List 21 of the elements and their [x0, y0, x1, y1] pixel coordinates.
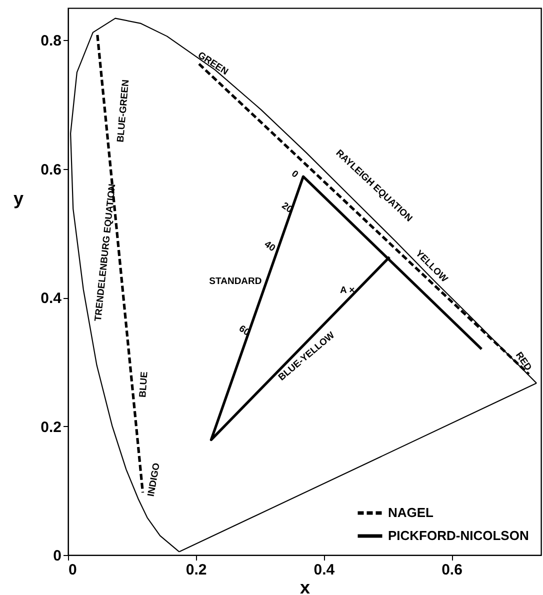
- y-axis-title: y: [13, 188, 24, 208]
- x-tick-label: 0.2: [186, 562, 207, 578]
- annotation: INDIGO: [146, 462, 162, 498]
- y-tick-label: 0.8: [40, 32, 62, 50]
- x-axis-title: x: [300, 578, 310, 595]
- y-tick-label: 0.6: [40, 161, 62, 178]
- annotation: STANDARD: [209, 276, 262, 287]
- annotation: 0: [289, 168, 300, 180]
- y-tick-label: 0.4: [40, 290, 62, 308]
- annotation: TRENDELENBURG EQUATION: [92, 183, 118, 322]
- y-tick-label: 0.2: [40, 418, 62, 436]
- y-tick-label: 0: [53, 548, 62, 564]
- annotation: 40: [262, 238, 278, 254]
- legend-label: NAGEL: [388, 505, 434, 520]
- annotation: BLUE: [138, 371, 150, 398]
- x-tick-label: 0: [68, 562, 77, 578]
- annotation: A ×: [340, 284, 356, 296]
- x-tick-label: 0.6: [442, 562, 462, 578]
- legend-label: PICKFORD-NICOLSON: [388, 528, 529, 543]
- x-tick-label: 0.4: [314, 562, 336, 578]
- annotation: BLUE-GREEN: [115, 79, 132, 143]
